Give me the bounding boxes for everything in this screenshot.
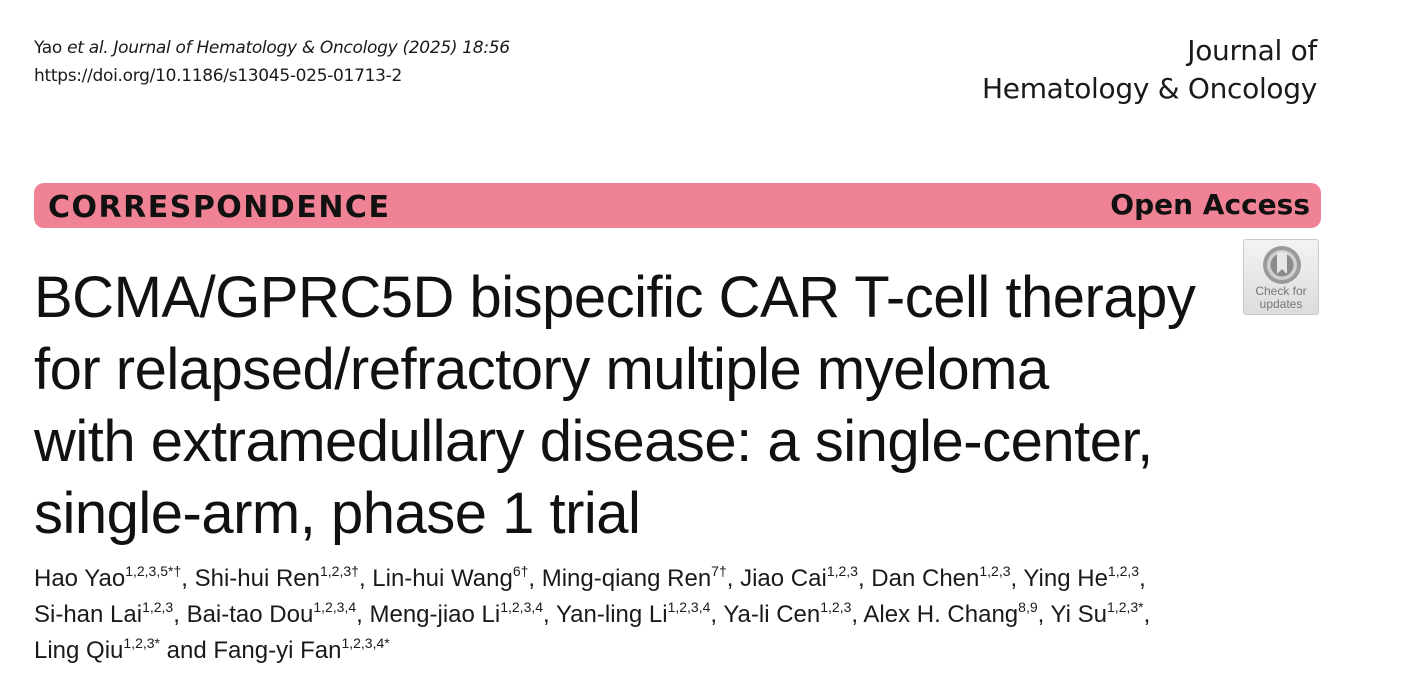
author-name[interactable]: Ming-qiang Ren	[541, 565, 712, 592]
author-separator: ,	[528, 565, 542, 592]
author-name[interactable]: Bai-tao Dou	[186, 601, 314, 628]
author-name[interactable]: Jiao Cai	[740, 565, 827, 592]
author-separator: ,	[356, 601, 370, 628]
author-name[interactable]: Yan-ling Li	[555, 601, 668, 628]
citation-authors: Yao	[34, 38, 68, 58]
article-type-label: CORRESPONDENCE	[48, 190, 391, 225]
author-name[interactable]: Ling Qiu	[34, 637, 124, 664]
title-line: with extramedullary disease: a single-ce…	[34, 409, 1153, 474]
author-separator: ,	[1143, 601, 1151, 628]
author-affiliation: 1,2,3	[820, 599, 852, 615]
open-access-label: Open Access	[1110, 188, 1310, 221]
author-separator: ,	[358, 565, 373, 592]
author-affiliation: 1,2,3*	[123, 635, 160, 651]
check-for-updates-button[interactable]: Check for updates	[1243, 239, 1319, 315]
author-separator: ,	[857, 565, 872, 592]
author-affiliation: 1,2,3,4*	[341, 635, 390, 651]
author-affiliation: 8,9	[1018, 599, 1038, 615]
author-name[interactable]: Shi-hui Ren	[194, 565, 320, 592]
author-line: Hao Yao1,2,3,5*†, Shi-hui Ren1,2,3†, Lin…	[34, 561, 1150, 597]
author-line: Ling Qiu1,2,3* and Fang-yi Fan1,2,3,4*	[34, 633, 1150, 669]
journal-name-line-1: Journal of	[1187, 34, 1317, 67]
author-separator: ,	[173, 601, 187, 628]
author-name[interactable]: Fang-yi Fan	[213, 637, 342, 664]
author-separator: ,	[1139, 565, 1146, 592]
author-separator: ,	[851, 601, 864, 628]
check-for-updates-line-1: Check for	[1255, 284, 1307, 298]
author-name[interactable]: Meng-jiao Li	[369, 601, 501, 628]
title-line: for relapsed/refractory multiple myeloma	[34, 337, 1049, 402]
author-name[interactable]: Lin-hui Wang	[372, 565, 513, 592]
author-name[interactable]: Hao Yao	[34, 565, 126, 592]
author-separator: ,	[726, 565, 741, 592]
author-name[interactable]: Alex H. Chang	[863, 601, 1019, 628]
author-affiliation: 7†	[711, 563, 727, 579]
citation-journal-ref: Journal of Hematology & Oncology (2025) …	[108, 38, 510, 58]
journal-name-line-2: Hematology & Oncology	[982, 72, 1317, 105]
title-line: BCMA/GPRC5D bispecific CAR T-cell therap…	[34, 265, 1196, 330]
author-affiliation: 1,2,3*	[1107, 599, 1144, 615]
author-affiliation: 1,2,3	[979, 563, 1011, 579]
citation-block: Yao et al. Journal of Hematology & Oncol…	[34, 34, 510, 90]
citation-et-al: et al.	[67, 38, 109, 58]
author-affiliation: 6†	[512, 563, 529, 579]
author-separator: ,	[710, 601, 724, 628]
author-name[interactable]: Yi Su	[1050, 601, 1108, 628]
author-affiliation: 1,2,3	[1107, 563, 1140, 579]
author-list: Hao Yao1,2,3,5*†, Shi-hui Ren1,2,3†, Lin…	[34, 561, 1150, 669]
author-affiliation: 1,2,3	[142, 599, 174, 615]
author-name[interactable]: Si-han Lai	[34, 601, 143, 628]
author-name[interactable]: Ying He	[1023, 565, 1108, 592]
journal-name: Journal of Hematology & Oncology	[982, 32, 1317, 108]
author-affiliation: 1,2,3	[826, 563, 858, 579]
author-separator: and	[159, 637, 214, 664]
author-separator: ,	[181, 565, 195, 592]
author-name[interactable]: Dan Chen	[871, 565, 980, 592]
author-affiliation: 1,2,3†	[320, 563, 359, 579]
author-affiliation: 1,2,3,4	[313, 599, 357, 615]
check-for-updates-text: Check for updates	[1244, 285, 1318, 311]
author-separator: ,	[1037, 601, 1051, 628]
author-separator: ,	[1010, 565, 1024, 592]
author-line: Si-han Lai1,2,3, Bai-tao Dou1,2,3,4, Men…	[34, 597, 1150, 633]
author-name[interactable]: Ya-li Cen	[723, 601, 821, 628]
crossmark-icon	[1263, 246, 1301, 284]
citation-line: Yao et al. Journal of Hematology & Oncol…	[34, 34, 510, 62]
doi-link[interactable]: https://doi.org/10.1186/s13045-025-01713…	[34, 66, 402, 86]
article-title: BCMA/GPRC5D bispecific CAR T-cell therap…	[34, 262, 1196, 550]
title-line: single-arm, phase 1 trial	[34, 481, 641, 546]
author-separator: ,	[543, 601, 556, 628]
check-for-updates-line-2: updates	[1259, 297, 1303, 311]
article-type-bar: CORRESPONDENCE Open Access	[34, 183, 1321, 228]
author-affiliation: 1,2,3,5*†	[125, 563, 182, 579]
author-affiliation: 1,2,3,4	[667, 599, 711, 615]
author-affiliation: 1,2,3,4	[500, 599, 544, 615]
